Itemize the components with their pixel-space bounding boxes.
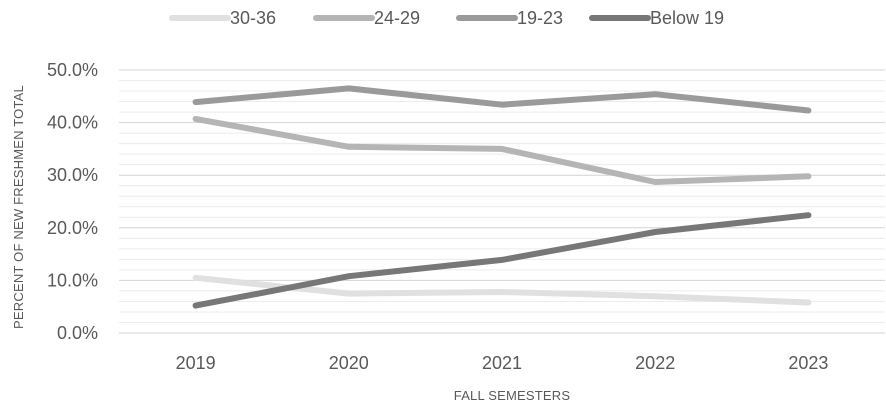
legend: 30-36 24-29 19-23 Below 19 [169, 8, 724, 28]
series-line-below-19 [192, 212, 812, 309]
x-tick-label: 2023 [788, 353, 828, 373]
y-tick-label: 50.0% [47, 60, 98, 80]
series-lines [192, 85, 812, 309]
legend-label: Below 19 [650, 8, 724, 28]
y-tick-label: 30.0% [47, 165, 98, 185]
series-line-24-29 [192, 115, 812, 185]
series-line-19-23 [192, 85, 812, 114]
y-axis-ticks: 0.0% 10.0% 20.0% 30.0% 40.0% 50.0% [47, 60, 98, 343]
y-tick-label: 10.0% [47, 270, 98, 290]
legend-label: 19-23 [517, 8, 563, 28]
x-tick-label: 2021 [482, 353, 522, 373]
x-axis-title: FALL SEMESTERS [454, 388, 571, 403]
y-axis-title: PERCENT OF NEW FRESHMEN TOTAL [11, 85, 26, 329]
x-tick-label: 2020 [329, 353, 369, 373]
y-tick-label: 20.0% [47, 218, 98, 238]
legend-label: 24-29 [374, 8, 420, 28]
legend-label: 30-36 [230, 8, 276, 28]
x-axis-ticks: 2019 2020 2021 2022 2023 [176, 353, 829, 373]
y-tick-label: 40.0% [47, 113, 98, 133]
x-tick-label: 2022 [635, 353, 675, 373]
x-tick-label: 2019 [176, 353, 216, 373]
y-tick-label: 0.0% [57, 323, 98, 343]
